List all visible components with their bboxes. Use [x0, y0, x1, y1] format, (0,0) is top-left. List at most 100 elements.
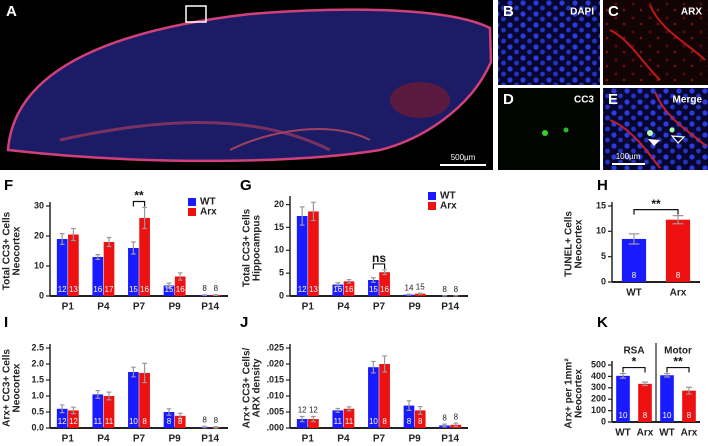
- panel-letter: H: [597, 177, 608, 194]
- x-tick-label: P1: [302, 434, 315, 445]
- x-tick-label: Arx: [670, 288, 687, 299]
- bar: [163, 285, 175, 296]
- panel-e: 100µm E Merge: [603, 88, 708, 170]
- n-label: 11: [345, 417, 354, 426]
- error-bar: [346, 278, 352, 284]
- error-bar: [166, 282, 172, 289]
- bar: [621, 238, 647, 282]
- error-bar: [335, 282, 341, 287]
- inset-box: [185, 5, 207, 23]
- x-tick-label: P14: [441, 434, 459, 445]
- y-axis-label: TUNEL+ Cells: [564, 211, 575, 277]
- error-bar: [442, 423, 447, 428]
- error-bar: [106, 391, 112, 401]
- significance-bracket: [633, 209, 679, 215]
- significance-label: *: [632, 355, 637, 369]
- bar: [343, 408, 355, 428]
- error-bar: [202, 294, 207, 296]
- legend-label: Arx: [440, 201, 457, 212]
- y-tick-label: 1.5: [31, 374, 44, 384]
- n-label: 13: [309, 285, 318, 294]
- error-bar: [213, 426, 219, 429]
- n-label: 16: [176, 285, 185, 294]
- scale-bar-label: 500µm: [451, 153, 476, 162]
- image: [603, 88, 708, 170]
- x-tick-label: P14: [201, 434, 219, 445]
- n-label: 17: [105, 285, 114, 294]
- legend-label: WT: [440, 191, 456, 202]
- bar: [379, 272, 390, 296]
- error-bar: [131, 366, 136, 378]
- y-tick-label: 2.0: [31, 358, 44, 368]
- x-tick-label: P7: [133, 302, 146, 313]
- panel-letter: A: [6, 3, 17, 20]
- n-label: 8: [214, 284, 219, 293]
- n-label: 11: [105, 417, 114, 426]
- n-label: 16: [93, 285, 102, 294]
- bar: [128, 372, 139, 428]
- n-label: 8: [202, 284, 207, 293]
- legend-swatch: [428, 202, 436, 210]
- error-bar: [142, 362, 147, 384]
- y-tick-label: 400: [591, 371, 606, 381]
- y-tick-label: 0: [601, 276, 606, 286]
- channel-label: CC3: [574, 95, 594, 106]
- error-bar: [346, 406, 352, 412]
- y-axis-label: ARX density: [252, 358, 263, 417]
- bar: [616, 375, 630, 422]
- panel-letter: G: [240, 177, 252, 194]
- significance-label: **: [673, 355, 683, 369]
- image: [498, 0, 600, 85]
- arrowhead-filled: [648, 139, 660, 146]
- bar: [56, 239, 68, 296]
- panel-letter: D: [503, 91, 514, 108]
- n-label: 16: [140, 285, 149, 294]
- group-label: RSA: [623, 346, 644, 357]
- n-label: 8: [454, 285, 459, 294]
- bar: [682, 390, 696, 422]
- x-tick-label: P7: [373, 434, 386, 445]
- y-tick-label: .025: [266, 342, 284, 352]
- y-axis-label: Arx+ per 1mm²: [564, 358, 575, 429]
- y-tick-label: 15: [274, 222, 284, 232]
- bar: [308, 419, 319, 428]
- bar: [103, 396, 115, 428]
- y-axis-label: Arx+ CC3+ Cells: [2, 349, 13, 427]
- bar: [68, 410, 79, 428]
- x-tick-label: WT: [615, 428, 631, 439]
- error-bar: [672, 215, 684, 225]
- error-bar: [382, 269, 387, 276]
- y-tick-label: 10: [274, 245, 284, 255]
- y-tick-label: .010: [266, 390, 284, 400]
- n-label: 12: [58, 285, 67, 294]
- panel-letter: C: [608, 3, 619, 20]
- x-tick-label: P4: [97, 302, 110, 313]
- bar: [332, 410, 344, 428]
- n-label: 8: [687, 411, 692, 420]
- arrowhead-open: [670, 135, 686, 144]
- n-label: 10: [369, 417, 378, 426]
- n-label: 8: [442, 285, 447, 294]
- y-tick-label: 5: [279, 268, 284, 278]
- y-tick-label: 10: [34, 260, 44, 270]
- bar: [296, 216, 308, 296]
- error-bar: [166, 408, 172, 416]
- n-label: 10: [663, 411, 672, 420]
- merge-signal: [669, 127, 675, 133]
- legend-label: WT: [200, 197, 216, 208]
- n-label: 8: [676, 271, 681, 280]
- y-axis-label: Neocortex: [574, 369, 585, 418]
- y-tick-label: .020: [266, 358, 284, 368]
- y-tick-label: 20: [34, 230, 44, 240]
- error-bar: [311, 201, 316, 222]
- bar: [665, 219, 691, 282]
- y-tick-label: .005: [266, 406, 284, 416]
- n-label: 8: [202, 416, 207, 425]
- panel-letter: K: [597, 314, 608, 331]
- n-label: 14: [405, 283, 414, 292]
- bar: [379, 364, 390, 428]
- n-label: 15: [129, 285, 138, 294]
- y-axis-label: Neocortex: [12, 363, 23, 412]
- legend-label: Arx: [200, 207, 217, 218]
